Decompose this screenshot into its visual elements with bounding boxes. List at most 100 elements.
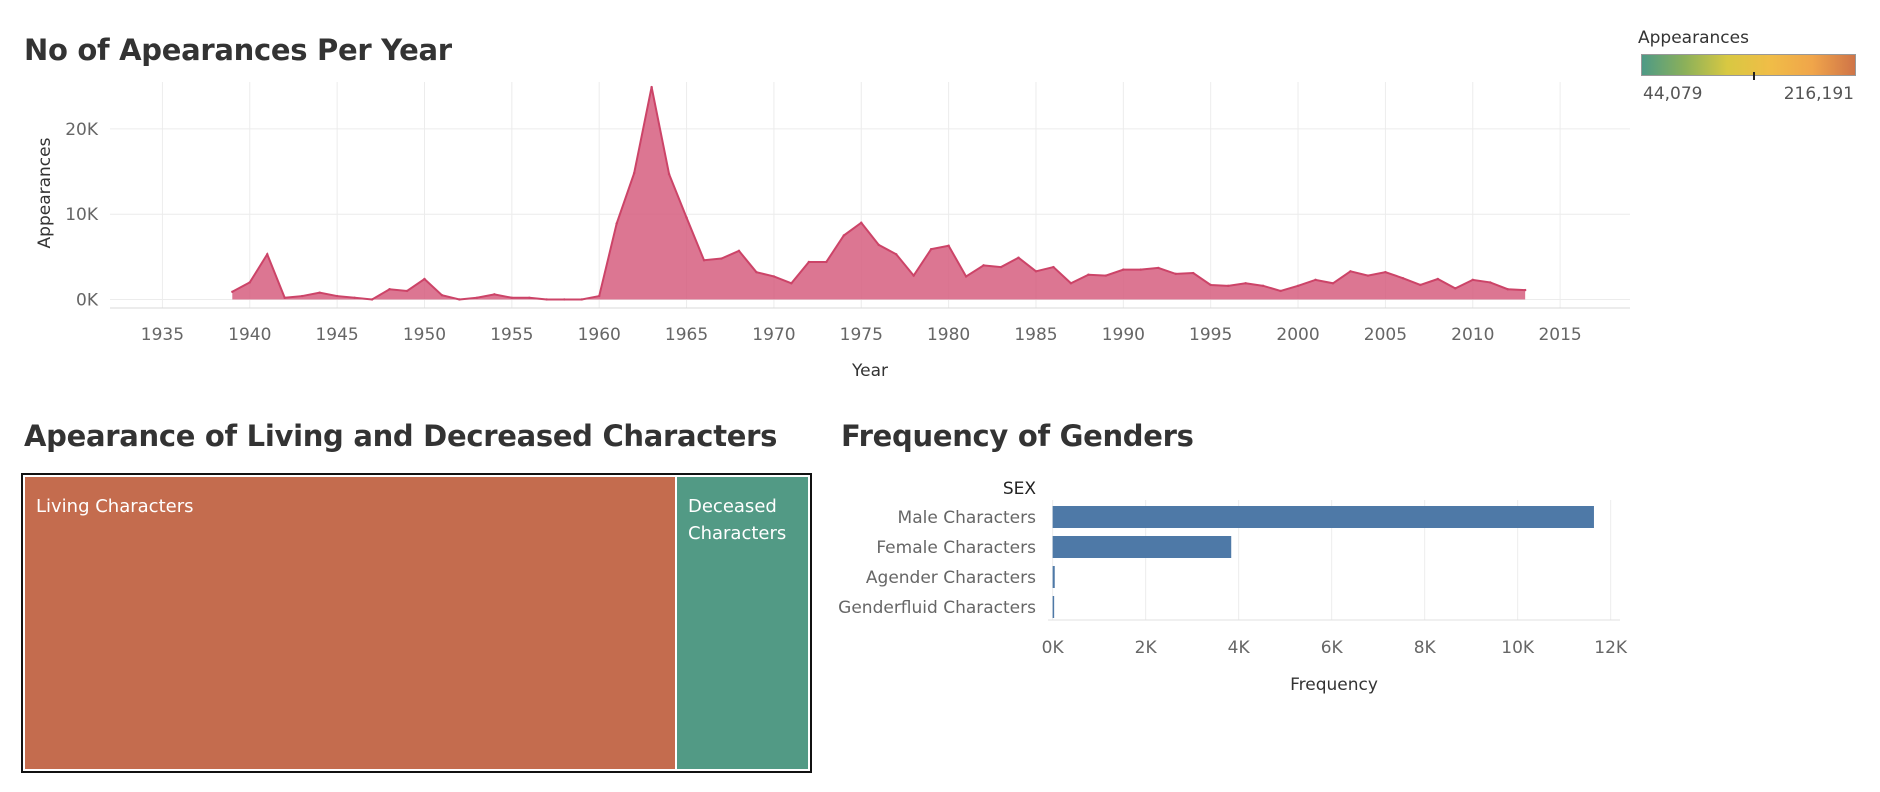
treemap-label-living: Living Characters [36,496,194,517]
x-tick-label: 1945 [315,325,358,345]
data-point [231,290,234,293]
data-point [1122,268,1125,271]
y-axis-title: Appearances [35,137,55,248]
data-point [353,296,356,299]
data-point [1069,282,1073,285]
x-tick-label: 4K [1228,638,1251,658]
x-tick-label: 0K [1042,638,1065,658]
category-label: Female Characters [876,538,1036,558]
data-point [597,294,601,298]
data-point [702,259,706,262]
data-point [1174,272,1177,276]
category-header: SEX [1003,479,1037,499]
data-point [1226,284,1230,288]
x-tick-label: 1940 [228,325,271,345]
bar [1052,536,1232,558]
legend-title: Appearances [1638,28,1749,48]
data-point [1523,288,1527,292]
data-point [929,247,933,251]
x-tick-label: 1955 [490,325,533,345]
bar-chart-title: Frequency of Genders [841,419,1194,453]
treemap-cell-living[interactable]: Living Characters [25,477,675,769]
data-point [440,294,444,297]
treemap-label-deceased: Deceased Characters [688,496,787,544]
data-point [685,216,688,219]
data-point [895,253,898,256]
data-point [563,298,566,301]
data-point [1384,270,1387,274]
data-point [964,275,968,278]
data-point [1436,277,1440,281]
x-axis-title: Year [851,361,888,381]
data-point [982,264,985,267]
data-point [300,294,304,298]
x-tick-label: 1935 [141,325,184,345]
x-tick-label: 1980 [927,325,970,345]
data-point [528,296,531,299]
data-point [947,244,950,247]
legend-max-label: 216,191 [1783,84,1854,104]
data-point [1366,274,1370,277]
living-deceased-treemap: Living Characters Deceased Characters [21,473,812,773]
x-tick-label: 2015 [1538,325,1581,345]
data-point [772,275,776,278]
data-point [1209,283,1212,287]
data-point [283,296,286,299]
appearances-area-chart: 1935 1940 1945 1950 1955 1960 1965 1970 1975 1980… [35,82,1630,381]
appearances-area [232,87,1526,300]
treemap-cell-deceased[interactable]: Deceased Characters [675,477,808,769]
color-legend: Appearances 44,079 216,191 [1638,28,1858,108]
data-point [405,289,409,293]
data-point [737,249,741,253]
x-axis-title: Frequency [1290,675,1378,695]
x-tick-label: 2010 [1451,325,1494,345]
x-tick-label: 1965 [665,325,708,345]
data-point [1087,273,1090,276]
data-point [1157,266,1160,270]
data-point [1244,282,1247,285]
data-point [1261,284,1265,288]
x-tick-label: 1950 [403,325,446,345]
data-point [842,234,845,237]
data-point [318,291,321,294]
data-point [370,298,374,301]
data-point [1104,274,1108,277]
legend-color-ramp [1641,54,1856,76]
data-point [266,253,269,256]
x-tick-label: 1975 [840,325,883,345]
data-point [667,172,671,176]
data-point [1349,270,1352,273]
data-point [1296,284,1300,288]
data-point [860,221,863,224]
data-point [615,222,618,225]
gender-frequency-bar-chart: SEX Male Characters Female Characters Agend… [838,479,1628,695]
data-point [790,282,793,285]
data-point [335,294,339,298]
treemap-title: Apearance of Living and Decreased Charac… [24,419,778,453]
bar [1052,566,1055,588]
category-label: Male Characters [898,508,1037,528]
data-point [1314,278,1317,282]
x-tick-label: 6K [1321,638,1344,658]
data-point [545,298,548,301]
bar [1052,506,1594,528]
x-tick-label: 1985 [1014,325,1057,345]
data-point [650,85,653,89]
data-point [1331,282,1335,285]
data-point [755,270,758,274]
x-tick-label: 1990 [1102,325,1145,345]
x-tick-label: 12K [1594,638,1628,658]
y-tick-label: 20K [65,120,99,140]
category-label: Genderfluid Characters [838,598,1036,618]
bar [1052,596,1055,618]
data-point [912,274,915,277]
data-point [1506,288,1509,291]
category-label: Agender Characters [866,568,1036,588]
data-point [632,172,636,175]
data-point [1034,270,1038,273]
data-point [1419,283,1422,287]
data-point [423,277,426,281]
data-point [807,260,811,264]
x-tick-label: 2005 [1364,325,1407,345]
x-tick-label: 1960 [578,325,621,345]
